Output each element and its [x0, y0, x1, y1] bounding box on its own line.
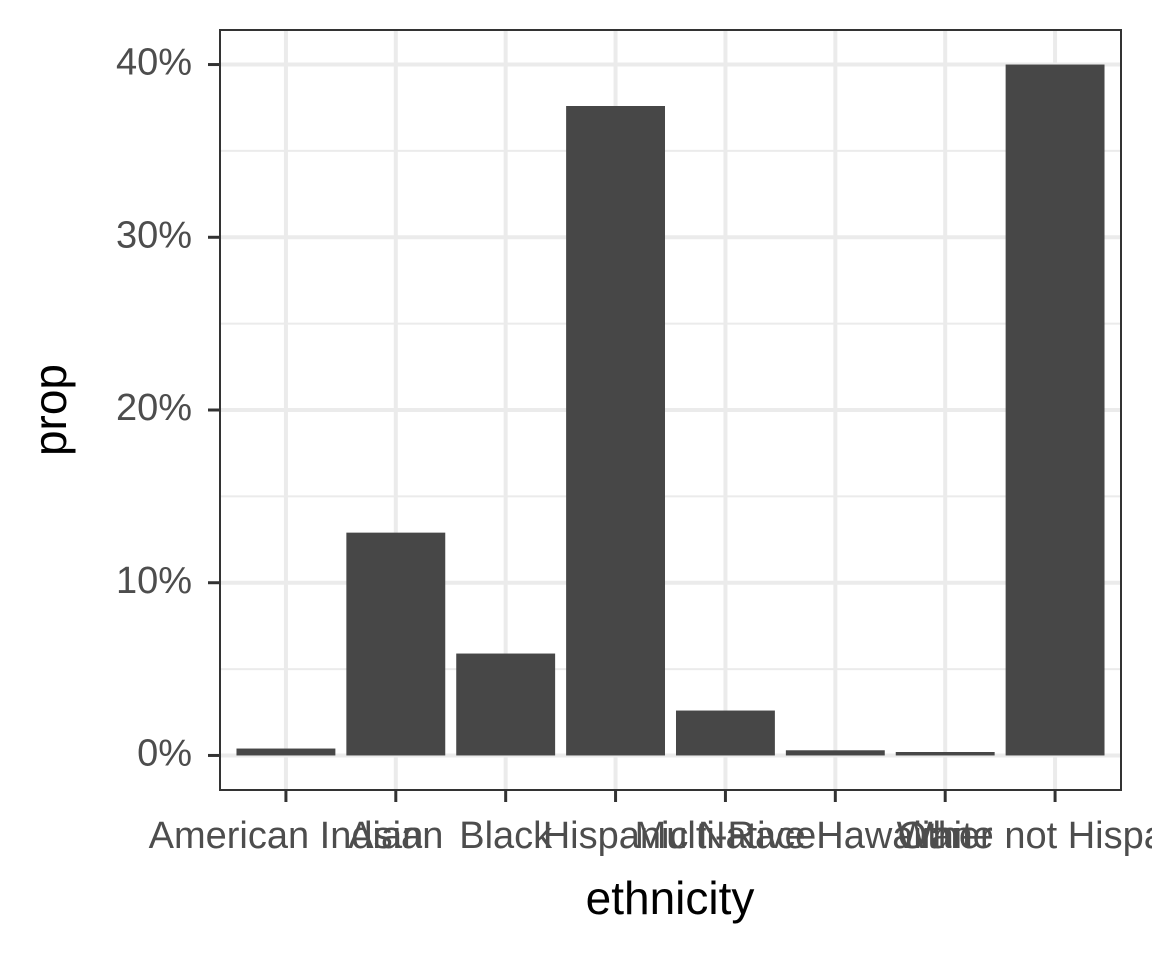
x-axis-title: ethnicity	[586, 872, 755, 924]
x-tick-label: Other	[898, 815, 993, 857]
x-tick-label: Native Hawaiian	[698, 815, 973, 857]
x-tick-label: Asian	[348, 815, 443, 857]
bar	[1005, 64, 1105, 756]
y-tick-label: 40%	[116, 42, 192, 84]
x-tick-label: Black	[459, 815, 553, 857]
y-tick-label: 30%	[116, 214, 192, 256]
bar	[895, 752, 995, 756]
bar	[675, 710, 775, 756]
x-tick-label: Hispanic	[543, 815, 689, 857]
panel-border	[219, 29, 1122, 791]
bar	[456, 653, 556, 756]
y-axis-title: prop	[24, 364, 76, 456]
bar	[566, 106, 666, 756]
y-tick-label: 0%	[137, 732, 192, 774]
bar	[785, 750, 885, 756]
bar	[236, 748, 336, 756]
x-tick-label: Multi-Race	[635, 815, 817, 857]
x-tick-label: American Indian	[149, 815, 424, 857]
x-tick-label: White not Hispanic	[897, 815, 1152, 857]
y-tick-label: 10%	[116, 560, 192, 602]
bar	[346, 532, 446, 756]
y-tick-label: 20%	[116, 387, 192, 429]
